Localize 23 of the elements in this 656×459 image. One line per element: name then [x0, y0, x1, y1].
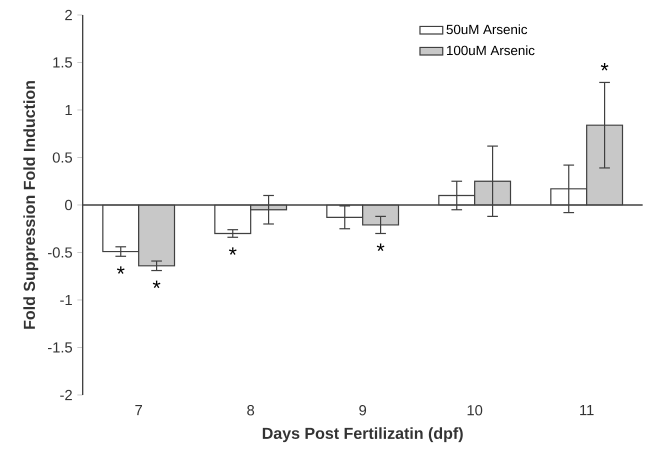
x-tick-label: 10	[468, 405, 482, 416]
data-label: *	[152, 280, 160, 288]
data-label: *	[376, 244, 384, 252]
y-axis-title: Fold Suppression Fold Induction	[23, 81, 38, 329]
x-axis-title: Days Post Fertilizatin (dpf)	[262, 427, 463, 442]
y-tick-label: 1.5	[53, 57, 72, 68]
x-tick-label: 8	[247, 405, 254, 416]
y-tick-label: -1.5	[48, 342, 72, 353]
legend-label: 100uM Arsenic	[447, 45, 535, 56]
y-tick-label: 0.5	[52, 152, 72, 163]
x-tick-label: 7	[135, 405, 142, 416]
y-tick-label: -1	[60, 294, 72, 306]
y-tick-label: 1	[66, 104, 72, 116]
y-tick-label: -2	[60, 390, 72, 400]
y-tick-label: 2	[65, 10, 72, 20]
x-tick-label: 9	[359, 405, 366, 416]
data-label: *	[228, 247, 237, 255]
data-label: *	[116, 266, 125, 274]
y-tick-label: 0	[65, 200, 72, 210]
x-tick-label: 11	[580, 405, 594, 416]
data-label: *	[600, 63, 608, 71]
legend-label: 50uM Arsenic	[446, 24, 528, 34]
y-tick-label: -0.5	[48, 247, 72, 258]
